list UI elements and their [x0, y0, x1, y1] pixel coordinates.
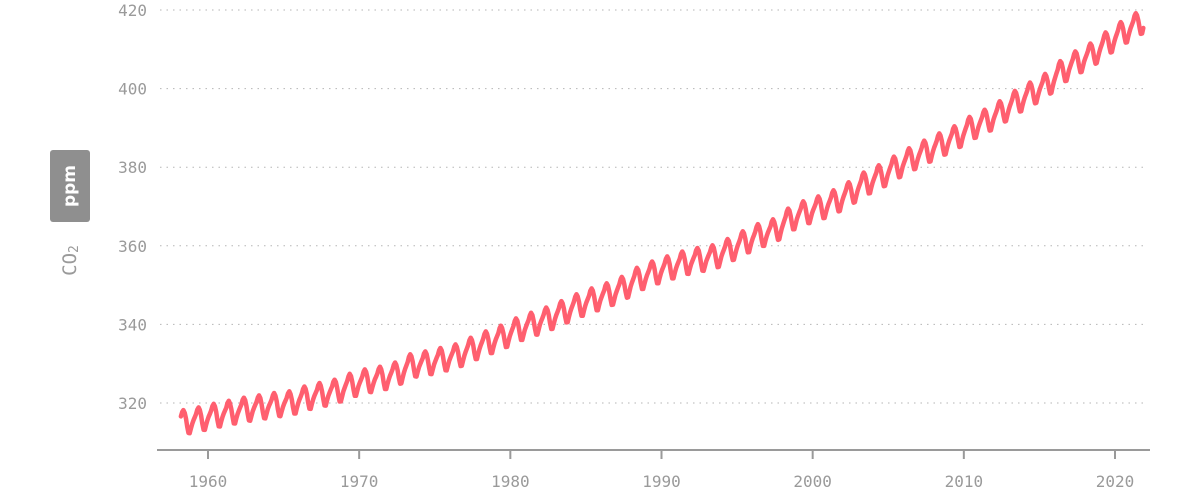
y-axis-label-subscript: 2	[66, 244, 82, 253]
unit-badge-text: ppm	[60, 164, 80, 208]
x-tick-label: 1980	[491, 472, 530, 491]
x-tick-label: 2000	[793, 472, 832, 491]
x-tick-label: 2010	[945, 472, 984, 491]
x-tick-label: 1990	[642, 472, 681, 491]
y-tick-label: 420	[118, 1, 147, 20]
y-tick-label: 360	[118, 237, 147, 256]
x-tick-label: 1970	[340, 472, 379, 491]
y-axis-label-main: CO	[58, 252, 81, 276]
y-tick-label: 320	[118, 394, 147, 413]
unit-badge: ppm	[50, 150, 90, 222]
y-tick-label: 380	[118, 158, 147, 177]
y-axis-label: CO2	[50, 230, 90, 290]
co2-series-line	[178, 10, 1146, 436]
x-tick-label: 2020	[1096, 472, 1135, 491]
x-tick-label: 1960	[189, 472, 228, 491]
y-tick-label: 340	[118, 315, 147, 334]
y-tick-label: 400	[118, 80, 147, 99]
